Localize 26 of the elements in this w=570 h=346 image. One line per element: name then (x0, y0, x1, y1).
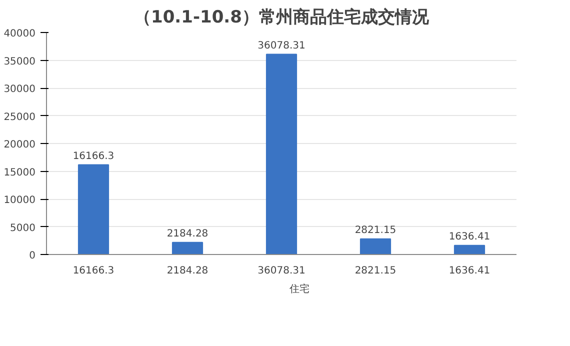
x-tick-label: 2184.28 (166, 266, 208, 276)
data-label: 36078.31 (258, 40, 306, 52)
y-tick-label: 5000 (10, 222, 36, 234)
data-label: 16166.3 (72, 150, 114, 162)
x-tick-label: 2821.15 (354, 266, 396, 276)
x-tick-label: 16166.3 (72, 266, 114, 276)
data-label: 2821.15 (354, 224, 396, 236)
chart-title: （10.1-10.8）常州商品住宅成交情况 (134, 8, 430, 28)
data-label: 2184.28 (166, 228, 208, 240)
y-tick-label: 20000 (4, 140, 36, 150)
y-tick-label: 30000 (4, 84, 36, 95)
data-label: 1636.41 (448, 231, 490, 242)
bar (454, 244, 486, 254)
x-tick-label: 36078.31 (258, 266, 306, 276)
bar (172, 242, 204, 254)
y-tick-label: 0 (29, 250, 36, 262)
y-tick-label: 35000 (4, 56, 36, 68)
x-tick-label: 1636.41 (448, 266, 490, 276)
y-tick-label: 40000 (4, 28, 36, 40)
text: 住宅 (290, 282, 310, 296)
bar (78, 164, 110, 254)
bar (266, 54, 298, 254)
y-tick-label: 15000 (4, 167, 36, 178)
bar (360, 238, 392, 254)
y-tick-label: 10000 (4, 195, 36, 206)
y-tick-label: 25000 (4, 112, 36, 123)
